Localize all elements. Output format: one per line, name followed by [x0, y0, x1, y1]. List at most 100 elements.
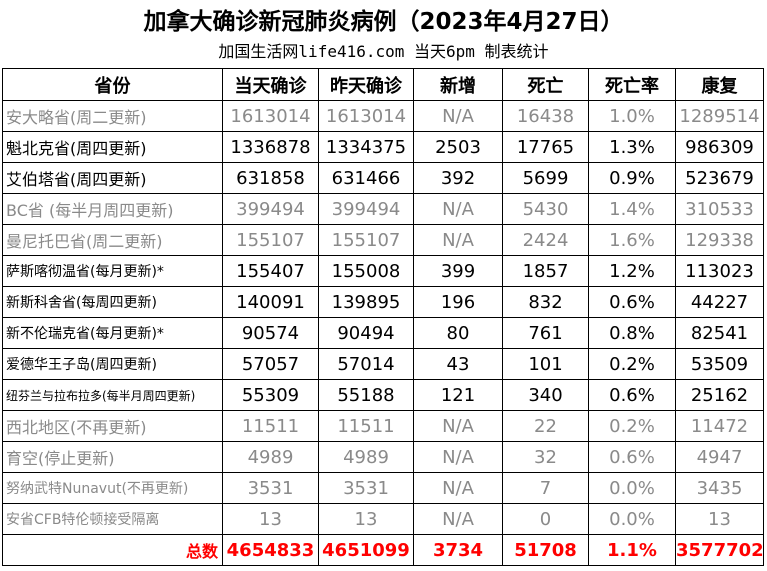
value-cell: 399 — [413, 255, 503, 287]
value-cell: 4989 — [222, 441, 319, 473]
value-cell: 1.2% — [588, 255, 676, 287]
value-cell: 0.0% — [588, 503, 676, 535]
value-cell: 523679 — [675, 162, 764, 194]
province-cell: 萨斯喀彻温省(每月更新)* — [2, 255, 223, 287]
value-cell: 11472 — [675, 410, 764, 442]
value-cell: 0.2% — [588, 348, 676, 380]
province-cell: 安大略省(周二更新) — [2, 100, 223, 132]
value-cell: 57057 — [222, 348, 319, 380]
value-cell: 1.4% — [588, 193, 676, 225]
value-cell: 82541 — [675, 317, 764, 349]
value-cell: 155008 — [318, 255, 414, 287]
value-cell: 17765 — [502, 131, 589, 163]
value-cell: 80 — [413, 317, 503, 349]
value-cell: 0.6% — [588, 379, 676, 411]
value-cell: 1334375 — [318, 131, 414, 163]
value-cell: 155107 — [318, 224, 414, 256]
subtitle: 加国生活网life416.com 当天6pm 制表统计 — [218, 42, 549, 61]
value-cell: 399494 — [318, 193, 414, 225]
value-cell: 7 — [502, 472, 589, 504]
header-row: 省份 当天确诊 昨天确诊 新增 死亡 死亡率 康复 — [2, 68, 764, 101]
value-cell: 392 — [413, 162, 503, 194]
province-cell: 新不伦瑞克省(每月更新)* — [2, 317, 223, 349]
value-cell: 4947 — [675, 441, 764, 473]
value-cell: 0.9% — [588, 162, 676, 194]
table-row: BC省 (每半月周四更新) 399494 399494 N/A 5430 1.4% 3105… — [2, 193, 764, 225]
province-cell: 曼尼托巴省(周二更新) — [2, 224, 223, 256]
value-cell: 986309 — [675, 131, 764, 163]
column-header: 昨天确诊 — [318, 68, 414, 101]
table-row: 安省CFB特伦顿接受隔离 13 13 N/A 0 0.0% 13 — [2, 503, 764, 535]
value-cell: 90574 — [222, 317, 319, 349]
value-cell: 129338 — [675, 224, 764, 256]
value-cell: 5699 — [502, 162, 589, 194]
column-header: 省份 — [2, 68, 223, 101]
value-cell: 44227 — [675, 286, 764, 318]
value-cell: 43 — [413, 348, 503, 380]
table-row: 曼尼托巴省(周二更新) 155107 155107 N/A 2424 1.6% 129338 — [2, 224, 764, 256]
value-cell: 139895 — [318, 286, 414, 318]
total-cell: 4651099 — [318, 534, 414, 566]
value-cell: 22 — [502, 410, 589, 442]
value-cell: 55309 — [222, 379, 319, 411]
value-cell: 761 — [502, 317, 589, 349]
value-cell: 3531 — [318, 472, 414, 504]
value-cell: 113023 — [675, 255, 764, 287]
value-cell: 3435 — [675, 472, 764, 504]
province-cell: 育空(停止更新) — [2, 441, 223, 473]
value-cell: 55188 — [318, 379, 414, 411]
province-cell: BC省 (每半月周四更新) — [2, 193, 223, 225]
value-cell: N/A — [413, 503, 503, 535]
table-body: 安大略省(周二更新) 1613014 1613014 N/A 16438 1.0% 1289… — [2, 100, 764, 566]
value-cell: 121 — [413, 379, 503, 411]
table-row: 西北地区(不再更新) 11511 11511 N/A 22 0.2% 11472 — [2, 410, 764, 442]
value-cell: 399494 — [222, 193, 319, 225]
value-cell: 13 — [222, 503, 319, 535]
value-cell: 3531 — [222, 472, 319, 504]
value-cell: 631858 — [222, 162, 319, 194]
value-cell: 1857 — [502, 255, 589, 287]
value-cell: 1.0% — [588, 100, 676, 132]
value-cell: 0.0% — [588, 472, 676, 504]
total-cell: 1.1% — [588, 534, 676, 566]
total-cell: 4654833 — [222, 534, 319, 566]
value-cell: 1.6% — [588, 224, 676, 256]
value-cell: 25162 — [675, 379, 764, 411]
province-cell: 纽芬兰与拉布拉多(每半月周四更新) — [2, 379, 223, 411]
value-cell: N/A — [413, 410, 503, 442]
value-cell: 13 — [318, 503, 414, 535]
value-cell: 0 — [502, 503, 589, 535]
column-header: 康复 — [675, 68, 764, 101]
table-row: 安大略省(周二更新) 1613014 1613014 N/A 16438 1.0% 1289… — [2, 100, 764, 132]
value-cell: 196 — [413, 286, 503, 318]
value-cell: 1.3% — [588, 131, 676, 163]
value-cell: 16438 — [502, 100, 589, 132]
province-cell: 安省CFB特伦顿接受隔离 — [2, 503, 223, 535]
value-cell: 13 — [675, 503, 764, 535]
value-cell: 0.8% — [588, 317, 676, 349]
value-cell: 832 — [502, 286, 589, 318]
value-cell: 2424 — [502, 224, 589, 256]
value-cell: 11511 — [222, 410, 319, 442]
value-cell: 0.6% — [588, 441, 676, 473]
table-row: 魁北克省(周四更新) 1336878 1334375 2503 17765 1.3% 986… — [2, 131, 764, 163]
value-cell: 57014 — [318, 348, 414, 380]
column-header: 死亡率 — [588, 68, 676, 101]
table-row: 萨斯喀彻温省(每月更新)* 155407 155008 399 1857 1.2% 1130… — [2, 255, 764, 287]
value-cell: 53509 — [675, 348, 764, 380]
value-cell: 155407 — [222, 255, 319, 287]
table-row: 新斯科舍省(每周四更新) 140091 139895 196 832 0.6% 44227 — [2, 286, 764, 318]
value-cell: N/A — [413, 441, 503, 473]
value-cell: 90494 — [318, 317, 414, 349]
value-cell: 32 — [502, 441, 589, 473]
table-row: 努纳武特Nunavut(不再更新) 3531 3531 N/A 7 0.0% 3435 — [2, 472, 764, 504]
value-cell: 1613014 — [318, 100, 414, 132]
total-label: 总数 — [2, 534, 223, 566]
table-row: 爱德华王子岛(周四更新) 57057 57014 43 101 0.2% 53509 — [2, 348, 764, 380]
column-header: 新增 — [413, 68, 503, 101]
value-cell: 11511 — [318, 410, 414, 442]
value-cell: 0.6% — [588, 286, 676, 318]
value-cell: 1336878 — [222, 131, 319, 163]
value-cell: 310533 — [675, 193, 764, 225]
